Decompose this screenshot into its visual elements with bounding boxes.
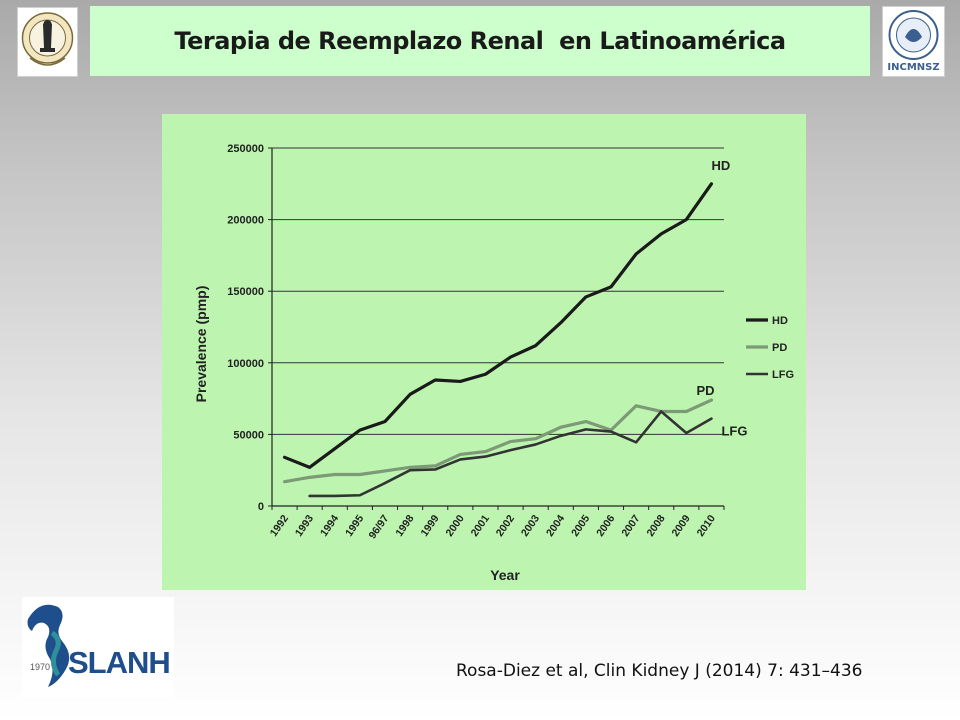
- end-labels: HD PD LFG: [696, 158, 747, 439]
- academy-crest-logo: [17, 7, 78, 77]
- series-line-pd: [282, 398, 714, 484]
- gridlines: [268, 147, 724, 507]
- slide-title: Terapia de Reemplazo Renal en Latinoamér…: [174, 27, 786, 55]
- legend-label-pd: PD: [772, 342, 787, 354]
- citation: Rosa-Diez et al, Clin Kidney J (2014) 7:…: [456, 661, 863, 681]
- series-line-hd: [282, 182, 714, 469]
- x-tick-label: 1998: [393, 513, 416, 539]
- x-tick-label: 1994: [318, 513, 341, 539]
- y-tick-label: 50000: [233, 429, 264, 441]
- x-tick-label: 2005: [569, 513, 592, 539]
- slanh-logo: 1970 SLANH: [22, 597, 174, 698]
- slanh-wave-icon: [50, 630, 61, 677]
- y-tick-labels: 0 50000 100000 150000 200000 250000: [227, 143, 264, 513]
- y-tick-label: 200000: [227, 215, 264, 227]
- x-tick-labels: 1992 1993 1994 1995 96/97 1998 1999 2000 2001 200…: [268, 506, 725, 542]
- x-tick-label: 2006: [594, 513, 617, 539]
- x-tick-label: 2004: [544, 513, 567, 539]
- y-tick-label: 0: [258, 501, 264, 513]
- legend-label-lfg: LFG: [772, 369, 794, 381]
- x-tick-label: 96/97: [367, 513, 392, 542]
- x-tick-label: 2008: [644, 513, 667, 539]
- legend: HD PD LFG: [746, 315, 794, 381]
- x-tick-label: 1999: [418, 513, 441, 539]
- x-tick-label: 2001: [469, 513, 492, 539]
- y-tick-label: 250000: [227, 143, 264, 155]
- series-line-lfg: [308, 410, 713, 498]
- y-tick-label: 150000: [227, 286, 264, 298]
- incmnsz-logo: INCMNSZ: [882, 6, 945, 77]
- end-label-hd: HD: [711, 158, 730, 173]
- legend-label-hd: HD: [772, 315, 788, 327]
- x-tick-label: 1992: [268, 513, 291, 539]
- chart-panel: 0 50000 100000 150000 200000 250000 1992 1993 1…: [162, 114, 806, 590]
- y-axis-label: Prevalence (pmp): [193, 286, 209, 403]
- title-banner: Terapia de Reemplazo Renal en Latinoamér…: [90, 6, 870, 76]
- end-label-pd: PD: [696, 383, 714, 398]
- x-tick-label: 2009: [670, 513, 693, 539]
- x-tick-label: 2010: [695, 513, 718, 539]
- end-label-lfg: LFG: [721, 424, 747, 439]
- x-tick-label: 1993: [293, 513, 316, 539]
- axes: [271, 148, 724, 507]
- x-tick-label: 2002: [494, 513, 517, 539]
- x-tick-label: 2007: [619, 513, 642, 539]
- slanh-year: 1970: [30, 662, 50, 672]
- slanh-wordmark: SLANH: [68, 645, 170, 680]
- x-axis-label: Year: [490, 567, 520, 583]
- x-tick-label: 2000: [444, 513, 467, 539]
- incmnsz-caption: INCMNSZ: [887, 62, 940, 73]
- x-tick-label: 1995: [343, 513, 366, 539]
- y-tick-label: 100000: [227, 358, 264, 370]
- slanh-figure-icon: [27, 604, 70, 687]
- series-lines: [282, 182, 714, 498]
- x-tick-label: 2003: [519, 513, 542, 539]
